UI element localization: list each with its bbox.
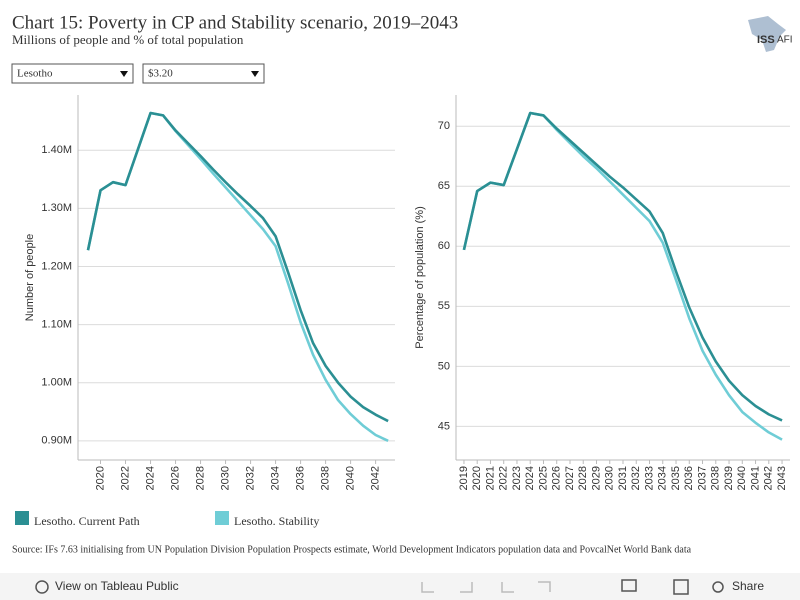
- toolbar-bg: [0, 573, 800, 600]
- y-tick-label: 1.10M: [41, 318, 72, 330]
- x-tick-label: 2029: [590, 466, 602, 490]
- x-tick-label: 2030: [219, 466, 231, 490]
- dropdown-box[interactable]: [142, 63, 265, 84]
- x-tick-label: 2022: [119, 466, 131, 490]
- fullscreen-icon[interactable]: [673, 579, 689, 595]
- filter[interactable]: $3.20: [142, 63, 265, 84]
- x-tick-label: 2038: [710, 466, 722, 490]
- y-tick-label: 1.20M: [41, 260, 72, 272]
- x-tick-label: 2041: [749, 466, 761, 490]
- toolbar: View on Tableau Public Share: [0, 573, 800, 600]
- logo-text: AFI: [777, 35, 793, 46]
- x-tick-label: 2034: [269, 466, 281, 490]
- source: Source: IFs 7.63 initialising from UN Po…: [12, 544, 692, 555]
- y-axis-label: Number of people: [24, 234, 36, 321]
- x-tick-label: 2040: [345, 466, 357, 490]
- x-tick-label: 2036: [683, 466, 695, 490]
- x-tick-label: 2039: [723, 466, 735, 490]
- dropdown-value[interactable]: Lesotho: [17, 68, 53, 80]
- dropdown-arrow[interactable]: [251, 71, 259, 77]
- legend-label: Lesotho. Current Path: [34, 514, 140, 528]
- y-tick-label: 60: [438, 240, 450, 252]
- x-tick-label: 2026: [169, 466, 181, 490]
- x-tick-label: 2026: [551, 466, 563, 490]
- x-tick-label: 2031: [617, 466, 629, 490]
- subtitle: Millions of people and % of total popula…: [12, 32, 244, 47]
- y-tick-label: 50: [438, 360, 450, 372]
- y-tick-label: 0.90M: [41, 435, 72, 447]
- x-tick-label: 2023: [511, 466, 523, 490]
- x-tick-label: 2034: [657, 466, 669, 490]
- icon: [501, 582, 514, 593]
- view-link[interactable]: View on Tableau Public: [55, 579, 179, 593]
- y-tick-label: 1.30M: [41, 202, 72, 214]
- x-tick-label: 2025: [537, 466, 549, 490]
- dropdown-box[interactable]: [11, 63, 134, 84]
- logo: ISS AFI: [748, 16, 793, 52]
- icon: [460, 582, 473, 593]
- x-tick-label: 2035: [670, 466, 682, 490]
- undo-redo: [421, 581, 551, 593]
- legend: Lesotho. Current Path Lesotho. Stability: [15, 511, 319, 528]
- y-tick-label: 1.00M: [41, 377, 72, 389]
- y-tick-label: 65: [438, 180, 450, 192]
- x-tick-label: 2042: [370, 466, 382, 490]
- icon: [538, 581, 551, 592]
- share-link[interactable]: Share: [732, 579, 764, 593]
- x-tick-label: 2032: [244, 466, 256, 490]
- share-button[interactable]: Share: [712, 579, 764, 593]
- y-tick-label: 1.40M: [41, 144, 72, 156]
- x-tick-label: 2040: [736, 466, 748, 490]
- x-tick-label: 2024: [144, 466, 156, 490]
- y-axis-label: Percentage of population (%): [414, 206, 426, 348]
- download-icon[interactable]: [621, 579, 637, 592]
- x-tick-label: 2037: [696, 466, 708, 490]
- logo-text: ISS: [757, 34, 775, 46]
- legend-swatch: [15, 511, 29, 525]
- x-tick-label: 2038: [320, 466, 332, 490]
- x-tick-label: 2019: [458, 466, 470, 490]
- x-tick-label: 2028: [577, 466, 589, 490]
- x-tick-label: 2030: [604, 466, 616, 490]
- icon[interactable]: [35, 580, 49, 594]
- x-tick-label: 2027: [564, 466, 576, 490]
- x-tick-label: 2021: [484, 466, 496, 490]
- x-tick-label: 2032: [630, 466, 642, 490]
- legend-label: Lesotho. Stability: [234, 514, 319, 528]
- x-tick-label: 2024: [524, 466, 536, 490]
- logo-map: [748, 16, 786, 52]
- dropdown-arrow[interactable]: [120, 71, 128, 77]
- x-tick-label: 2022: [498, 466, 510, 490]
- x-tick-label: 2028: [194, 466, 206, 490]
- x-tick-label: 2033: [643, 466, 655, 490]
- x-tick-label: 2043: [776, 466, 788, 490]
- icon: [421, 582, 434, 593]
- x-tick-label: 2036: [294, 466, 306, 490]
- title: Chart 15: Poverty in CP and Stability sc…: [12, 12, 458, 33]
- y-tick-label: 55: [438, 300, 450, 312]
- x-tick-label: 2020: [94, 466, 106, 490]
- x-tick-label: 2020: [471, 466, 483, 490]
- y-tick-label: 45: [438, 420, 450, 432]
- filter[interactable]: Lesotho: [11, 63, 134, 84]
- view-button[interactable]: View on Tableau Public: [35, 579, 179, 594]
- series-line: [462, 111, 783, 422]
- icon[interactable]: [712, 581, 724, 593]
- x-tick-label: 2042: [763, 466, 775, 490]
- series-line: [86, 111, 389, 423]
- y-tick-label: 70: [438, 120, 450, 132]
- dropdown-value[interactable]: $3.20: [148, 68, 173, 80]
- legend-swatch: [215, 511, 229, 525]
